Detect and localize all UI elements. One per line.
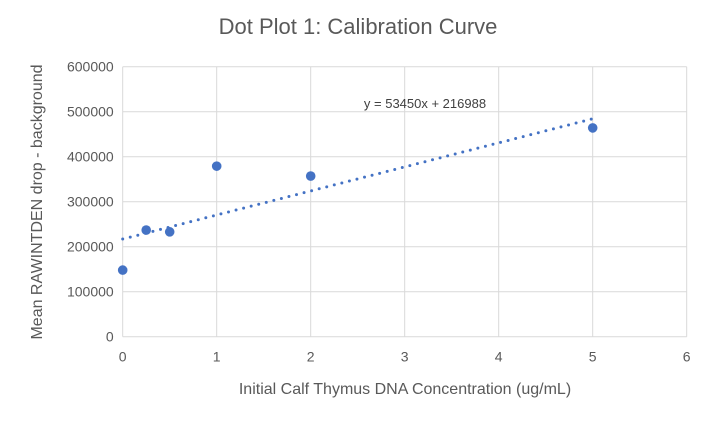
y-tick-label: 400000	[67, 149, 114, 165]
data-point	[211, 161, 222, 171]
x-tick-label: 1	[213, 349, 221, 365]
trendline-path	[121, 116, 597, 241]
x-tick-labels: 0 1 2 3 4 5 6	[119, 349, 691, 365]
x-tick-label: 4	[495, 349, 503, 365]
data-point	[117, 265, 128, 275]
y-tick-label: 100000	[67, 284, 114, 300]
y-axis-label: Mean RAWINTDEN drop - background	[29, 64, 46, 339]
data-point	[305, 171, 316, 181]
x-tick-label: 3	[401, 349, 409, 365]
data-point	[141, 225, 151, 235]
trendline	[121, 116, 597, 241]
x-tick-label: 2	[307, 349, 315, 365]
x-axis-label: Initial Calf Thymus DNA Concentration (u…	[239, 381, 571, 398]
data-points	[117, 123, 598, 275]
x-tick-label: 0	[119, 349, 127, 365]
gridlines	[122, 66, 688, 338]
y-tick-label: 0	[106, 329, 114, 345]
y-tick-label: 500000	[67, 104, 114, 120]
chart-title: Dot Plot 1: Calibration Curve	[219, 14, 498, 39]
y-tick-label: 300000	[67, 194, 114, 210]
y-tick-labels: 0 100000 200000 300000 400000 500000 600000	[67, 59, 114, 345]
x-tick-label: 6	[683, 349, 691, 365]
data-point	[587, 123, 598, 133]
x-tick-label: 5	[589, 349, 597, 365]
trendline-equation: y = 53450x + 216988	[364, 96, 486, 111]
y-tick-label: 200000	[67, 239, 114, 255]
y-tick-label: 600000	[67, 59, 114, 75]
data-point	[164, 227, 175, 237]
